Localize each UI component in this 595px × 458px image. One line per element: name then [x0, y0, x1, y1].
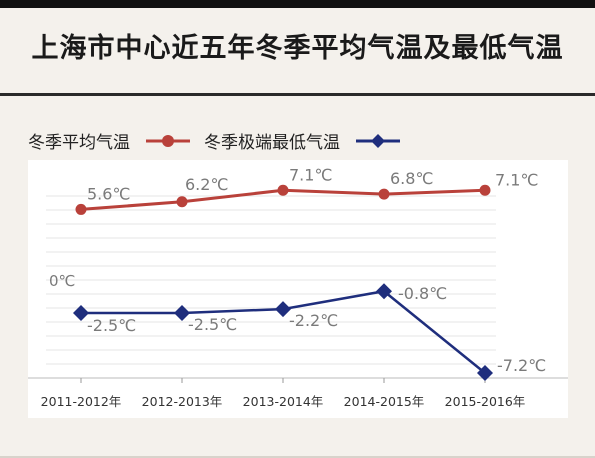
x-tick-label: 2013-2014年	[243, 394, 324, 409]
legend-label-avg: 冬季平均气温	[28, 133, 130, 153]
avg-temp-point	[75, 203, 87, 215]
min-temp-label: -2.5℃	[87, 316, 136, 335]
bottom-border	[0, 456, 595, 458]
min-temp-label: -2.5℃	[188, 315, 237, 334]
x-tick-label: 2012-2013年	[142, 394, 223, 409]
x-tick-label: 2011-2012年	[41, 394, 122, 409]
avg-temp-label: 6.8℃	[390, 169, 433, 188]
avg-temp-label: 7.1℃	[495, 170, 538, 189]
legend-swatch-min	[356, 134, 400, 148]
avg-temp-point	[277, 184, 289, 196]
min-temp-point	[174, 304, 190, 321]
avg-temp-label: 6.2℃	[185, 175, 228, 194]
legend-label-min: 冬季极端最低气温	[204, 133, 340, 153]
page-title: 上海市中心近五年冬季平均气温及最低气温	[31, 33, 564, 64]
min-temp-point	[477, 365, 493, 382]
zero-label: 0℃	[49, 272, 75, 290]
x-tick-label: 2015-2016年	[445, 394, 526, 409]
line-chart: 2011-2012年 2012-2013年 2013-2014年 2014-2015年…	[28, 165, 568, 409]
avg-temp-label: 5.6℃	[87, 184, 130, 203]
avg-temp-point	[176, 196, 188, 208]
avg-temp-point	[479, 184, 491, 196]
min-temp-point	[275, 301, 291, 318]
min-temp-point	[73, 304, 89, 321]
min-temp-label: -2.2℃	[289, 311, 338, 330]
x-tick-label: 2014-2015年	[344, 394, 425, 409]
plot-area: 2011-2012年 2012-2013年 2013-2014年 2014-2015年…	[28, 160, 568, 418]
top-bar	[0, 0, 595, 8]
title-divider	[0, 93, 595, 96]
min-temp-label: -0.8℃	[398, 284, 447, 303]
avg-temp-point	[378, 188, 390, 200]
legend-swatch-avg	[146, 135, 190, 147]
avg-temp-label: 7.1℃	[289, 165, 332, 184]
min-temp-point	[376, 283, 392, 300]
min-temp-label: -7.2℃	[497, 356, 546, 375]
